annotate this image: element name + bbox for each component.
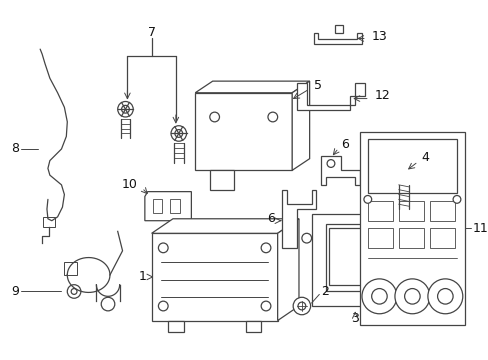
Text: 6: 6 bbox=[341, 138, 349, 150]
Polygon shape bbox=[152, 199, 162, 213]
Polygon shape bbox=[151, 219, 298, 233]
Bar bbox=[429, 201, 454, 221]
Circle shape bbox=[394, 166, 411, 184]
Polygon shape bbox=[282, 190, 316, 248]
Text: 8: 8 bbox=[11, 143, 19, 156]
Bar bbox=[367, 201, 392, 221]
Text: 4: 4 bbox=[420, 151, 428, 164]
Polygon shape bbox=[313, 33, 361, 44]
Circle shape bbox=[394, 279, 429, 314]
Text: 10: 10 bbox=[121, 178, 137, 192]
Circle shape bbox=[437, 289, 452, 304]
Bar bbox=[398, 201, 423, 221]
Bar bbox=[367, 139, 456, 193]
Circle shape bbox=[361, 279, 396, 314]
Circle shape bbox=[261, 243, 270, 253]
Bar bbox=[429, 229, 454, 248]
Text: 9: 9 bbox=[11, 285, 19, 298]
Circle shape bbox=[363, 195, 371, 203]
Polygon shape bbox=[277, 219, 298, 320]
Polygon shape bbox=[296, 83, 364, 110]
Circle shape bbox=[261, 301, 270, 311]
Polygon shape bbox=[292, 81, 309, 170]
Polygon shape bbox=[321, 156, 359, 185]
Text: 7: 7 bbox=[147, 26, 155, 39]
Polygon shape bbox=[170, 199, 180, 213]
Polygon shape bbox=[151, 233, 277, 320]
Circle shape bbox=[293, 297, 310, 315]
Circle shape bbox=[101, 297, 115, 311]
Polygon shape bbox=[168, 320, 183, 332]
Circle shape bbox=[118, 102, 133, 117]
Text: 13: 13 bbox=[371, 30, 386, 43]
Circle shape bbox=[71, 289, 77, 294]
Circle shape bbox=[371, 289, 386, 304]
Bar bbox=[359, 131, 464, 325]
Circle shape bbox=[404, 289, 419, 304]
Polygon shape bbox=[195, 81, 309, 93]
Polygon shape bbox=[209, 170, 234, 190]
Polygon shape bbox=[245, 320, 261, 332]
Text: 5: 5 bbox=[314, 80, 322, 93]
Circle shape bbox=[297, 302, 305, 310]
Text: 3: 3 bbox=[350, 312, 358, 325]
Circle shape bbox=[158, 243, 168, 253]
Polygon shape bbox=[43, 217, 55, 226]
Polygon shape bbox=[334, 25, 342, 33]
Polygon shape bbox=[311, 214, 407, 306]
Text: 12: 12 bbox=[374, 89, 389, 102]
Circle shape bbox=[427, 279, 462, 314]
Text: 6: 6 bbox=[266, 212, 274, 225]
Text: 2: 2 bbox=[321, 285, 328, 298]
Polygon shape bbox=[144, 192, 191, 221]
Polygon shape bbox=[64, 262, 77, 275]
Circle shape bbox=[158, 301, 168, 311]
Circle shape bbox=[301, 233, 311, 243]
Circle shape bbox=[171, 126, 186, 141]
Circle shape bbox=[326, 159, 334, 167]
Bar bbox=[367, 229, 392, 248]
Polygon shape bbox=[195, 93, 292, 170]
Bar bbox=[328, 229, 388, 285]
Bar bbox=[398, 229, 423, 248]
Circle shape bbox=[122, 105, 129, 113]
Circle shape bbox=[67, 285, 81, 298]
Circle shape bbox=[452, 195, 460, 203]
Text: 11: 11 bbox=[471, 222, 487, 235]
Circle shape bbox=[399, 171, 407, 179]
Circle shape bbox=[267, 112, 277, 122]
Circle shape bbox=[175, 130, 183, 138]
Text: 1: 1 bbox=[139, 270, 146, 283]
Circle shape bbox=[209, 112, 219, 122]
